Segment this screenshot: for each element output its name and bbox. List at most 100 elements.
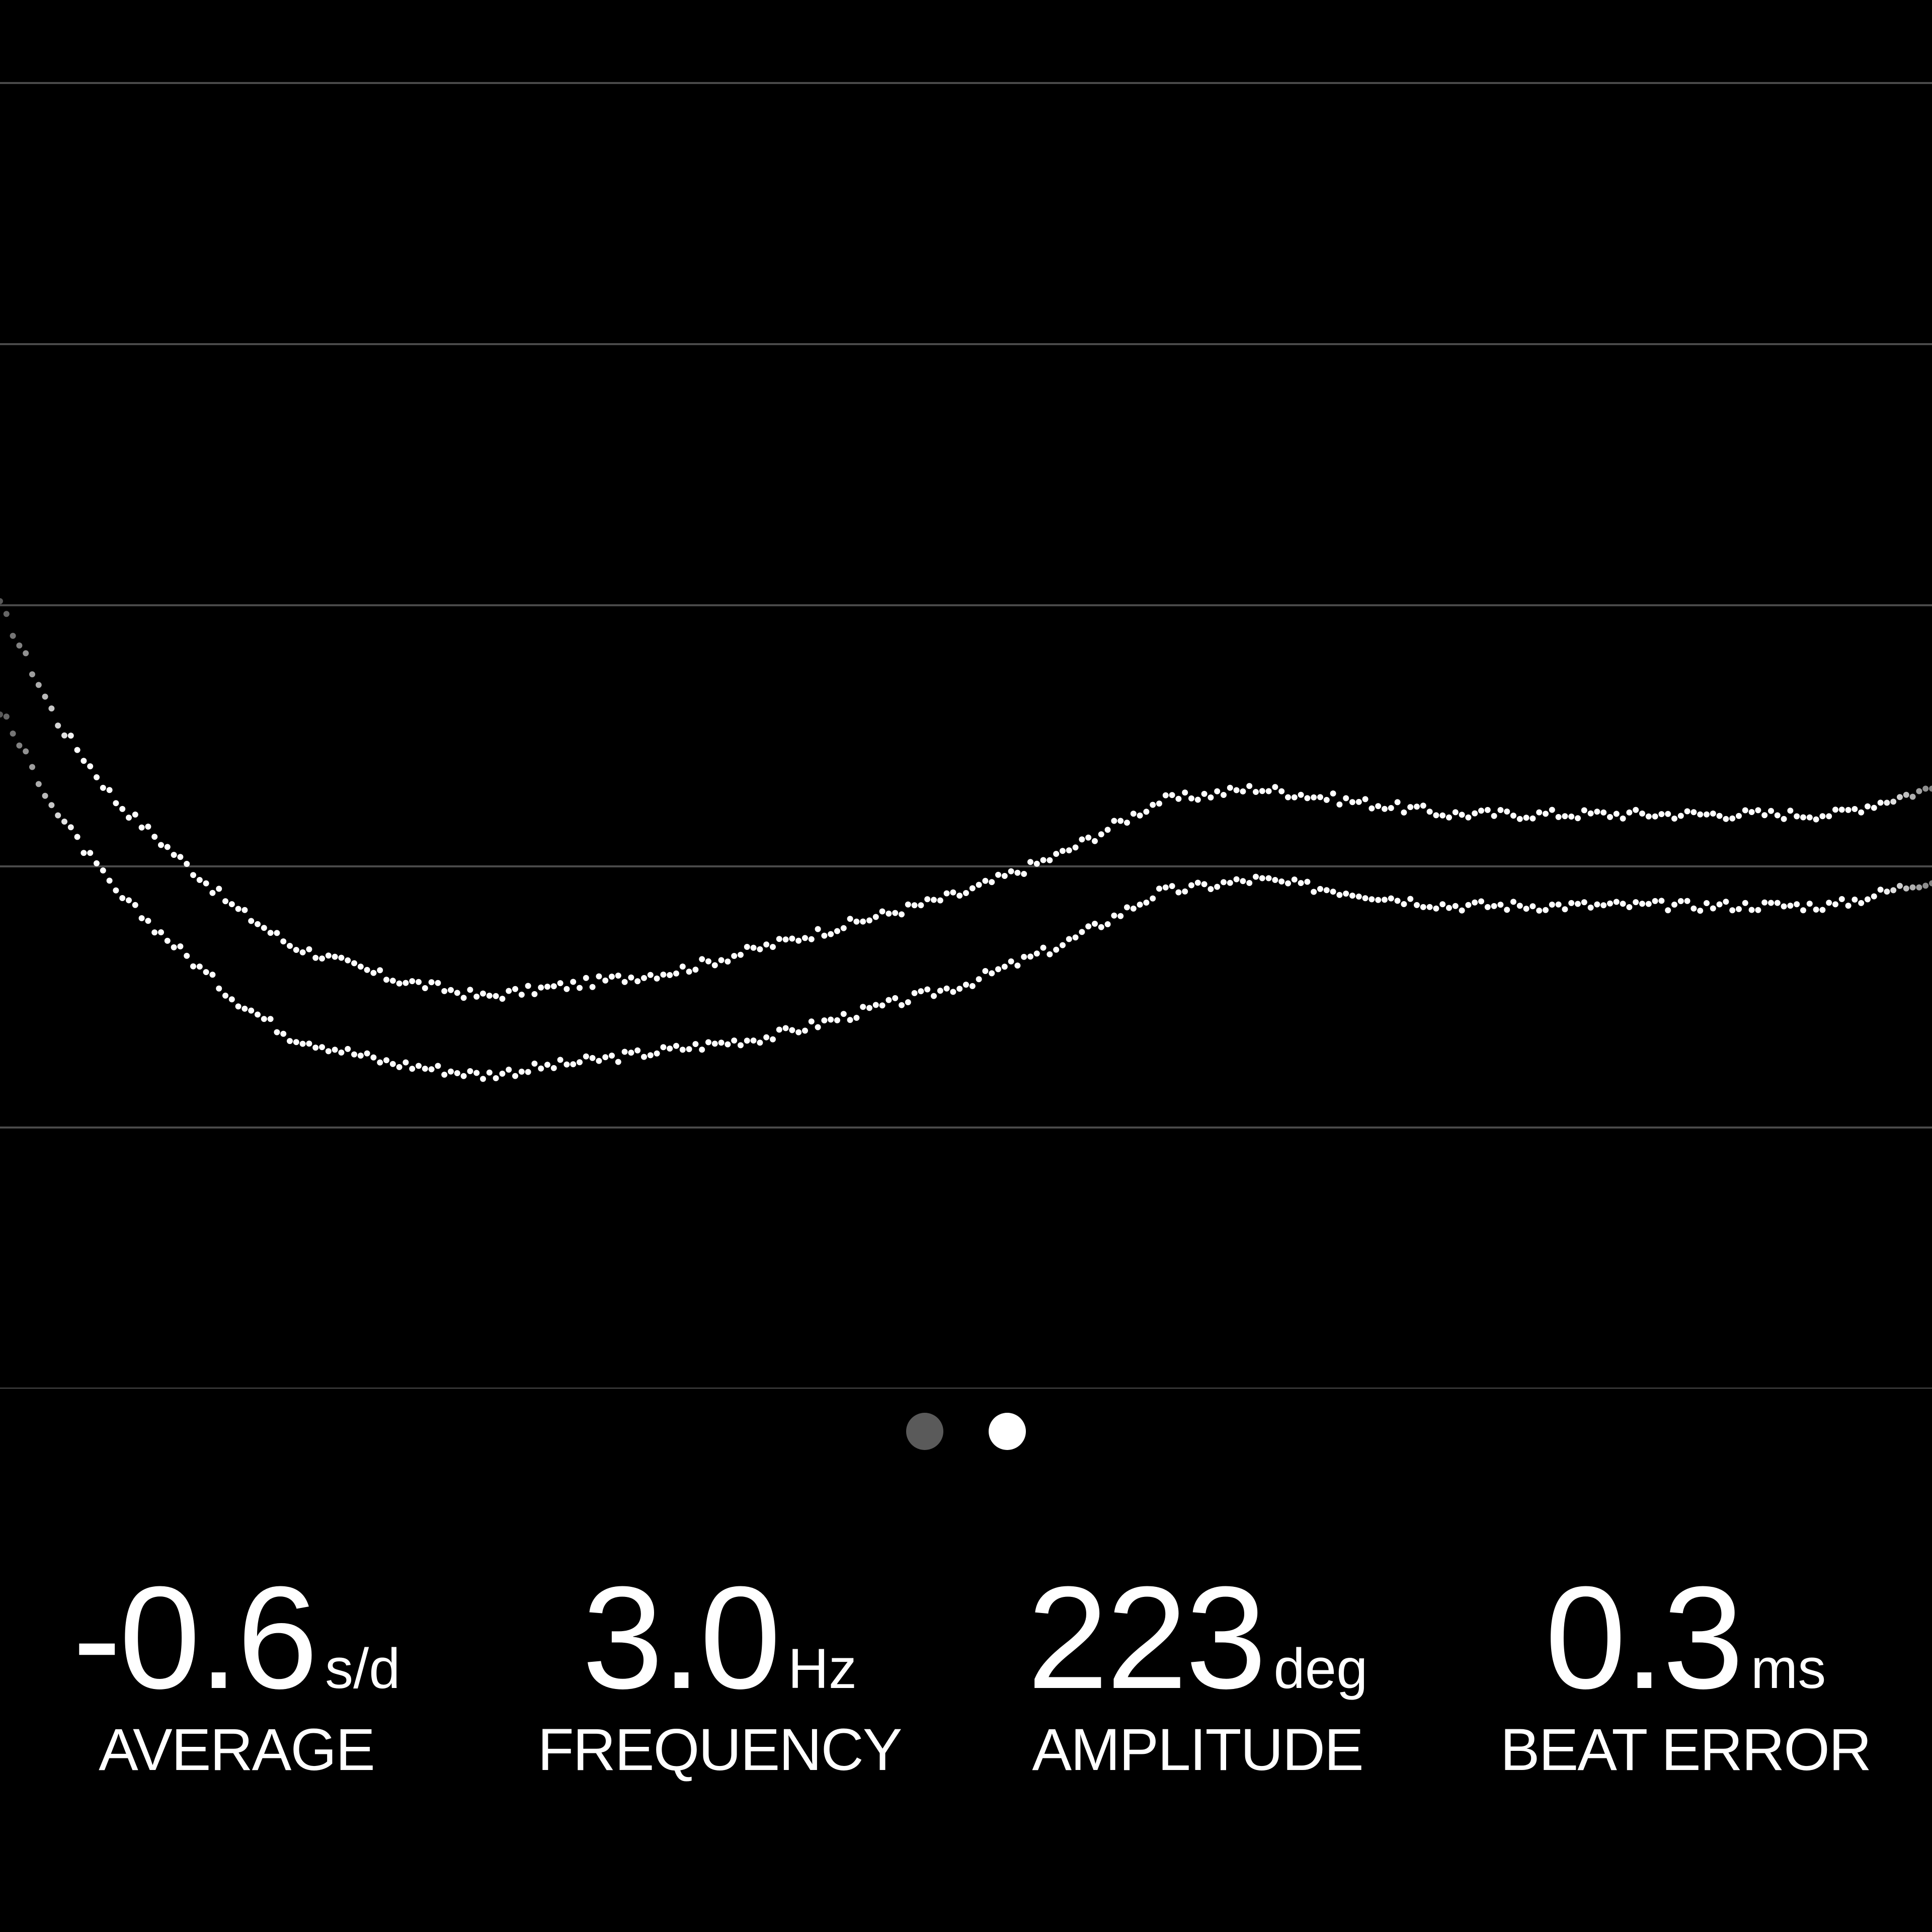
data-point	[228, 996, 235, 1003]
data-point	[1465, 814, 1472, 821]
data-point	[158, 929, 164, 935]
data-point	[518, 1069, 525, 1075]
data-point	[1645, 813, 1652, 820]
data-point	[441, 988, 448, 994]
data-point	[911, 990, 918, 996]
data-point	[1046, 857, 1053, 863]
data-point	[853, 1015, 860, 1021]
data-point	[1658, 811, 1665, 818]
data-point	[1201, 881, 1208, 888]
data-point	[486, 993, 493, 999]
data-point	[55, 722, 61, 729]
data-point	[1543, 907, 1549, 913]
data-point	[892, 910, 899, 916]
data-point	[345, 1045, 351, 1052]
data-point	[177, 943, 184, 949]
data-point	[1021, 953, 1027, 960]
data-point	[1677, 813, 1684, 819]
data-point	[641, 1054, 647, 1060]
data-point	[1092, 921, 1098, 927]
data-point	[1311, 889, 1317, 895]
data-point	[94, 860, 100, 866]
data-point	[647, 1052, 654, 1059]
data-point	[550, 1065, 557, 1071]
data-point	[647, 972, 654, 978]
data-point	[35, 781, 42, 787]
data-point	[1117, 913, 1124, 919]
data-point	[299, 949, 306, 955]
data-point	[782, 936, 789, 943]
data-point	[370, 970, 377, 976]
data-point	[1922, 882, 1929, 889]
data-point	[1098, 831, 1104, 838]
data-point	[660, 1044, 667, 1051]
data-point	[750, 1037, 757, 1044]
data-point	[1516, 816, 1523, 822]
data-point	[1530, 815, 1536, 822]
data-point	[396, 1064, 403, 1070]
data-point	[1362, 895, 1369, 902]
data-point	[1137, 812, 1143, 819]
data-point	[1304, 878, 1311, 885]
data-point	[1162, 884, 1169, 891]
data-point	[435, 1063, 441, 1069]
data-point	[1884, 799, 1890, 806]
data-point	[544, 984, 550, 990]
data-point	[138, 915, 145, 921]
data-point	[564, 986, 570, 992]
data-point	[1246, 880, 1253, 886]
data-point	[1221, 792, 1227, 798]
data-point	[1877, 799, 1884, 806]
data-point	[94, 774, 100, 780]
data-point	[815, 926, 821, 932]
data-point	[1253, 873, 1259, 880]
data-point	[1092, 838, 1098, 844]
page-dot-1[interactable]	[906, 1413, 943, 1450]
data-point	[1852, 897, 1858, 903]
data-point	[828, 1016, 834, 1023]
data-point	[886, 910, 892, 917]
data-point	[1272, 877, 1278, 883]
data-point	[1768, 808, 1774, 814]
amplitude-label: AMPLITUDE	[1032, 1717, 1363, 1783]
data-point	[1066, 936, 1072, 942]
data-point	[802, 1027, 808, 1034]
data-point	[1562, 906, 1568, 913]
data-point	[1813, 906, 1819, 913]
data-point	[1130, 905, 1137, 912]
data-point	[480, 1076, 486, 1082]
data-point	[29, 671, 35, 678]
data-point	[1639, 901, 1645, 907]
data-point	[55, 812, 61, 819]
data-point	[1033, 950, 1040, 957]
data-point	[1555, 901, 1562, 908]
data-point	[1607, 900, 1613, 907]
data-point	[802, 935, 808, 941]
data-point	[1330, 889, 1336, 895]
data-point	[42, 693, 48, 700]
series-2-points	[0, 711, 1932, 1082]
data-point	[113, 800, 119, 807]
page-indicator[interactable]	[0, 1411, 1932, 1452]
data-point	[1587, 904, 1594, 911]
data-point	[1497, 902, 1504, 908]
data-point	[596, 1058, 602, 1064]
data-point	[23, 650, 29, 657]
data-point	[1510, 813, 1516, 819]
data-point	[1375, 803, 1382, 810]
data-point	[1710, 811, 1716, 817]
data-point	[725, 1041, 731, 1048]
data-point	[351, 960, 357, 967]
data-point	[667, 1045, 673, 1052]
data-point	[1040, 857, 1046, 863]
data-point	[731, 1037, 738, 1044]
data-point	[899, 1002, 905, 1008]
data-point	[383, 977, 389, 983]
data-point	[718, 1039, 725, 1046]
data-point	[267, 1016, 274, 1022]
data-point	[1768, 900, 1774, 906]
data-point	[1575, 901, 1581, 907]
page-dot-2[interactable]	[989, 1413, 1026, 1450]
data-point	[853, 918, 860, 925]
data-point	[738, 951, 744, 958]
